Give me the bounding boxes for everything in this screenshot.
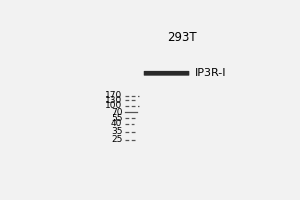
FancyBboxPatch shape xyxy=(144,71,189,76)
Text: 170: 170 xyxy=(105,91,122,100)
Text: 130: 130 xyxy=(105,96,122,105)
Text: IP3R-I: IP3R-I xyxy=(194,68,226,78)
Text: 35: 35 xyxy=(111,127,122,136)
Text: 40: 40 xyxy=(111,119,122,128)
Text: 25: 25 xyxy=(111,135,122,144)
Text: 293T: 293T xyxy=(167,31,196,44)
Text: 70: 70 xyxy=(111,108,122,117)
Text: 100: 100 xyxy=(105,101,122,110)
Text: 55: 55 xyxy=(111,114,122,123)
